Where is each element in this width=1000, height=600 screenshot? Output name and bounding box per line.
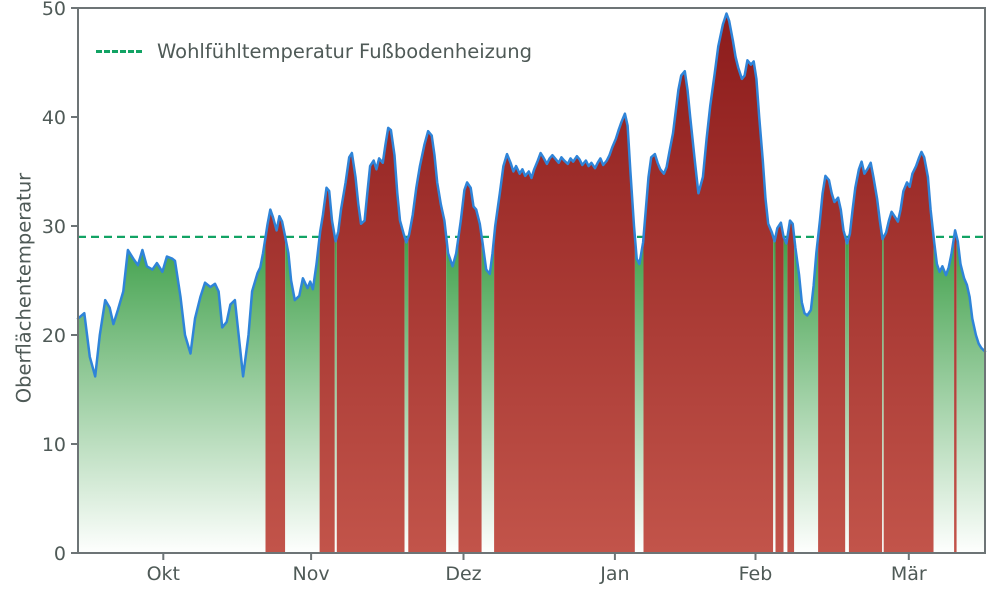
area-above-threshold: [643, 13, 774, 553]
threshold-line-swatch-icon: [96, 50, 142, 53]
y-tick-label: 40: [42, 107, 66, 129]
y-tick-label: 0: [54, 543, 66, 565]
area-below-threshold: [933, 236, 955, 553]
area-above-threshold: [848, 161, 883, 553]
x-tick-label: Mär: [891, 563, 927, 585]
area-above-threshold: [818, 175, 846, 553]
area-above-threshold: [494, 113, 635, 553]
area-below-threshold: [794, 236, 819, 553]
area-below-threshold: [783, 236, 788, 553]
area-above-threshold: [775, 222, 784, 553]
y-tick-label: 30: [42, 216, 66, 238]
legend: Wohlfühltemperatur Fußbodenheizung: [96, 40, 532, 63]
y-tick-label: 10: [42, 434, 66, 456]
x-tick-label: Nov: [293, 563, 330, 585]
area-below-threshold: [334, 236, 337, 553]
area-above-threshold: [265, 209, 286, 553]
area-below-threshold: [285, 236, 320, 553]
area-above-threshold: [787, 220, 795, 553]
y-tick-label: 50: [42, 0, 66, 20]
legend-label: Wohlfühltemperatur Fußbodenheizung: [157, 40, 532, 63]
area-above-threshold: [336, 127, 405, 554]
area-below-threshold: [845, 236, 849, 553]
area-above-threshold: [319, 187, 335, 554]
area-above-threshold: [458, 182, 482, 553]
area-below-threshold: [446, 236, 459, 553]
area-below-threshold: [404, 236, 409, 553]
area-below-threshold: [481, 236, 495, 553]
area-below-threshold: [773, 236, 776, 553]
temperature-line: [76, 12, 987, 378]
x-tick-label: Dez: [445, 563, 481, 585]
plot-frame: [77, 7, 986, 554]
area-above-threshold: [408, 131, 447, 553]
area-below-threshold: [956, 236, 985, 553]
area-above-threshold: [954, 230, 957, 553]
area-below-threshold: [634, 236, 644, 553]
x-tick-label: Jan: [599, 563, 629, 585]
area-below-threshold: [882, 236, 884, 553]
x-tick-label: Feb: [739, 563, 773, 585]
x-tick-label: Okt: [147, 563, 180, 585]
area-below-threshold: [78, 236, 266, 553]
area-above-threshold: [883, 151, 934, 553]
y-axis-label: Oberflächentemperatur: [12, 172, 36, 404]
y-tick-label: 20: [42, 325, 66, 347]
